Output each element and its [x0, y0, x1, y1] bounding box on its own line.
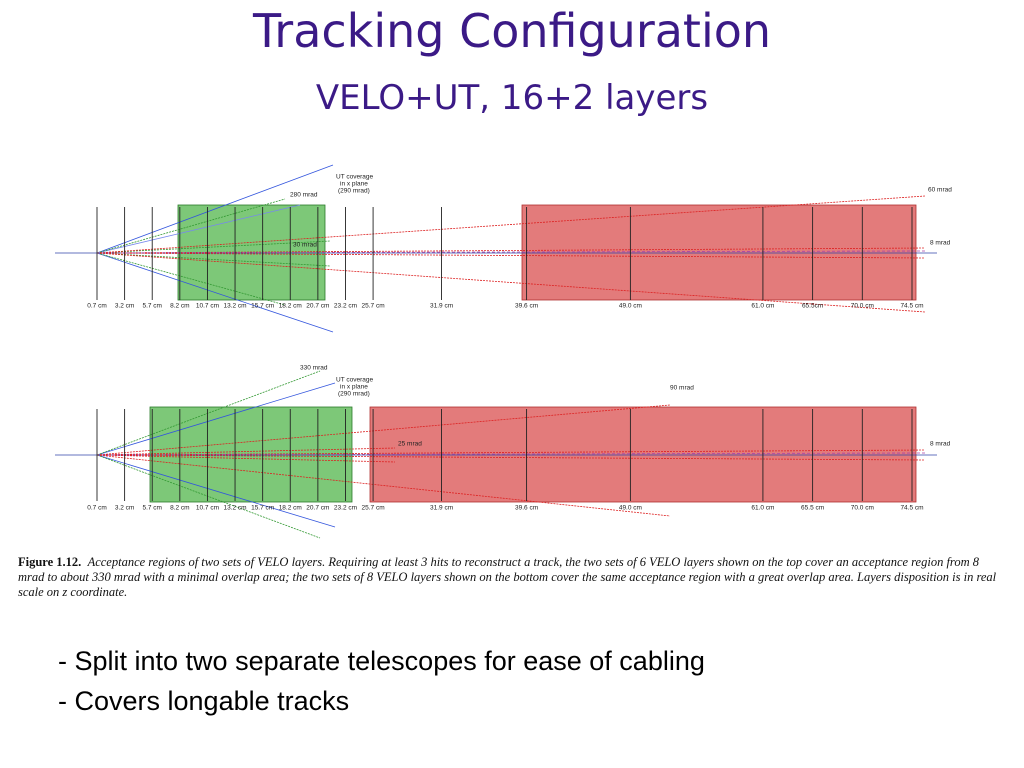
annotation: (290 mrad)	[338, 391, 370, 398]
layer-label: 0.7 cm	[87, 505, 107, 512]
layer-label: 61.0 cm	[751, 505, 774, 512]
layer-label: 15.7 cm	[251, 303, 274, 310]
layer-label: 18.2 cm	[279, 505, 302, 512]
acceptance-ray	[96, 447, 396, 456]
layer-label: 10.7 cm	[196, 303, 219, 310]
annotation: 280 mrad	[290, 192, 318, 199]
acceptance-ray	[96, 198, 286, 254]
annotation: 90 mrad	[670, 385, 694, 392]
slide-title: Tracking Configuration	[252, 4, 772, 58]
layer-label: 23.2 cm	[334, 303, 357, 310]
annotation: 8 mrad	[930, 240, 951, 247]
layer-label: 70.0 cm	[851, 303, 874, 310]
layer-label: 39.6 cm	[515, 303, 538, 310]
acceptance-ray	[96, 454, 671, 517]
layer-label: 20.7 cm	[306, 505, 329, 512]
annotation: UT coverage	[336, 377, 373, 384]
bullet: - Covers longable tracks	[58, 686, 350, 716]
layer-label: 23.2 cm	[334, 505, 357, 512]
layer-label: 31.9 cm	[430, 505, 453, 512]
layer-label: 15.7 cm	[251, 505, 274, 512]
layer-label: 74.5 cm	[900, 303, 923, 310]
acceptance-ray	[96, 204, 301, 254]
layer-label: 13.2 cm	[223, 303, 246, 310]
ut-box	[521, 204, 917, 301]
layer-label: 31.9 cm	[430, 303, 453, 310]
slide-subtitle: VELO+UT, 16+2 layers	[315, 78, 709, 118]
layer-label: 8.2 cm	[170, 505, 190, 512]
acceptance-ray	[96, 382, 336, 456]
layer-label: 25.7 cm	[362, 505, 385, 512]
annotation: 30 mrad	[293, 242, 317, 249]
layer-label: 5.7 cm	[142, 505, 162, 512]
acceptance-ray	[96, 454, 336, 528]
annotation: in x plane	[340, 384, 368, 391]
acceptance-ray	[96, 454, 396, 463]
caption-text: Acceptance regions of two sets of VELO l…	[18, 555, 997, 599]
layer-label: 65.5cm	[802, 303, 823, 310]
layer-label: 49.0 cm	[619, 505, 642, 512]
acceptance-ray	[96, 252, 286, 306]
layer-label: 70.0 cm	[851, 505, 874, 512]
acceptance-ray	[96, 250, 926, 254]
annotation: UT coverage	[336, 174, 373, 181]
caption: Figure 1.12. Acceptance regions of two s…	[18, 555, 1008, 600]
layer-label: 0.7 cm	[87, 303, 107, 310]
annotation: 8 mrad	[930, 441, 951, 448]
layer-label: 61.0 cm	[751, 303, 774, 310]
layer-label: 20.7 cm	[306, 303, 329, 310]
acceptance-ray	[96, 452, 926, 456]
annotation: 60 mrad	[928, 187, 952, 194]
annotation: (290 mrad)	[338, 188, 370, 195]
acceptance-ray	[96, 252, 334, 333]
ut-box	[369, 406, 917, 503]
layer-label: 13.2 cm	[223, 505, 246, 512]
velo-box	[149, 406, 353, 503]
layer-label: 5.7 cm	[142, 303, 162, 310]
annotation: in x plane	[340, 181, 368, 188]
caption-label: Figure 1.12.	[18, 555, 82, 569]
acceptance-ray	[96, 370, 321, 456]
layer-label: 18.2 cm	[279, 303, 302, 310]
annotation: 25 mrad	[398, 441, 422, 448]
layer-label: 3.2 cm	[115, 303, 135, 310]
layer-label: 25.7 cm	[362, 303, 385, 310]
layer-label: 8.2 cm	[170, 303, 190, 310]
acceptance-ray	[96, 164, 334, 254]
layer-label: 10.7 cm	[196, 505, 219, 512]
annotation: 330 mrad	[300, 365, 328, 372]
bullet: - Split into two separate telescopes for…	[58, 646, 705, 676]
layer-label: 74.5 cm	[900, 505, 923, 512]
layer-label: 39.6 cm	[515, 505, 538, 512]
layer-label: 3.2 cm	[115, 505, 135, 512]
layer-label: 49.0 cm	[619, 303, 642, 310]
layer-label: 65.5 cm	[801, 505, 824, 512]
acceptance-ray	[96, 454, 321, 539]
